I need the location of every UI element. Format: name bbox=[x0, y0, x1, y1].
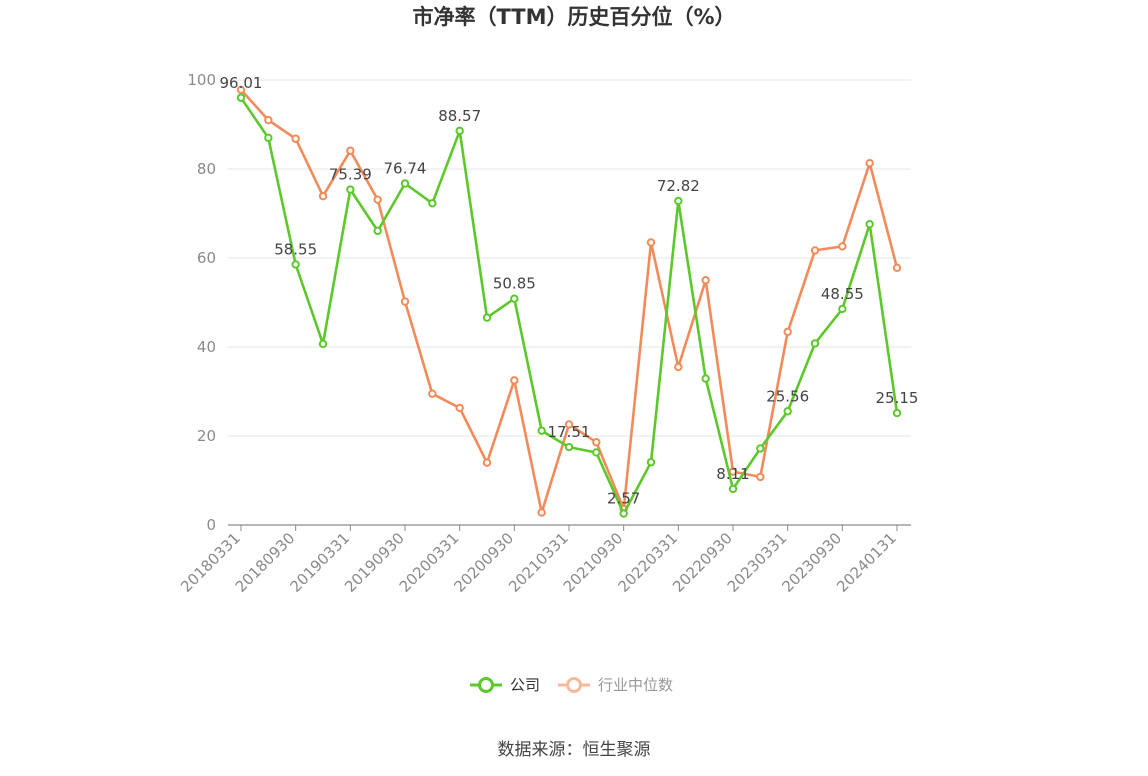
legend-industry-marker bbox=[566, 677, 582, 693]
industry-point bbox=[865, 159, 874, 168]
company-data-label: 76.74 bbox=[384, 160, 427, 178]
company-point bbox=[865, 219, 874, 229]
industry-point bbox=[264, 115, 273, 125]
company-data-label: 96.01 bbox=[220, 74, 263, 92]
company-point bbox=[537, 426, 546, 435]
company-data-label: 17.51 bbox=[548, 423, 591, 441]
industry-point bbox=[756, 472, 765, 482]
company-point bbox=[236, 93, 246, 102]
company-point bbox=[510, 294, 519, 303]
company-point bbox=[592, 448, 601, 457]
data-source: 数据来源：恒生聚源 bbox=[498, 740, 651, 760]
industry-point bbox=[236, 85, 246, 94]
industry-point bbox=[892, 263, 902, 272]
industry-point bbox=[346, 146, 355, 155]
industry-point bbox=[838, 242, 847, 251]
data-label-layer: 96.01 58.55 75.39 76.74 88.57 50.85 17.51 2.57 7… bbox=[220, 74, 919, 508]
company-point bbox=[756, 444, 765, 453]
company-point bbox=[701, 374, 710, 383]
company-point bbox=[482, 313, 492, 322]
legend-item-industry[interactable]: 行业中位数 bbox=[558, 676, 673, 694]
company-point bbox=[373, 226, 382, 236]
company-point bbox=[455, 126, 464, 136]
company-data-label: 8.11 bbox=[716, 465, 749, 483]
company-point bbox=[892, 408, 902, 418]
company-point bbox=[564, 442, 574, 452]
company-point bbox=[810, 339, 820, 348]
axis-layer: 0204060801002018033120180930201903312019… bbox=[177, 71, 911, 596]
industry-point bbox=[373, 195, 382, 204]
legend-company-label: 公司 bbox=[510, 676, 540, 694]
industry-point bbox=[646, 238, 656, 247]
legend-industry-label: 行业中位数 bbox=[598, 676, 673, 694]
legend: 公司 行业中位数 bbox=[470, 676, 673, 694]
industry-point bbox=[318, 191, 328, 201]
company-point bbox=[400, 179, 410, 188]
company-point bbox=[728, 484, 738, 494]
industry-point bbox=[537, 508, 546, 517]
company-data-label: 25.15 bbox=[876, 389, 919, 407]
company-data-label: 50.85 bbox=[493, 275, 536, 293]
company-data-label: 58.55 bbox=[274, 240, 317, 258]
industry-point bbox=[701, 276, 710, 285]
industry-point bbox=[428, 389, 437, 398]
industry-point bbox=[810, 246, 820, 255]
legend-item-company[interactable]: 公司 bbox=[470, 676, 540, 694]
y-tick-label: 20 bbox=[197, 427, 216, 445]
company-point bbox=[619, 509, 628, 518]
company-point bbox=[264, 133, 273, 143]
industry-point bbox=[674, 362, 683, 372]
industry-point bbox=[291, 134, 300, 143]
y-tick-label: 0 bbox=[206, 516, 216, 534]
company-data-label: 72.82 bbox=[657, 177, 700, 195]
company-data-label: 48.55 bbox=[821, 285, 864, 303]
company-point bbox=[428, 199, 437, 208]
company-point bbox=[674, 196, 683, 206]
industry-point bbox=[400, 297, 410, 306]
industry-point bbox=[482, 458, 492, 467]
industry-point bbox=[455, 403, 464, 413]
company-data-label: 2.57 bbox=[607, 490, 640, 508]
industry-point bbox=[592, 438, 601, 447]
y-tick-label: 40 bbox=[197, 338, 216, 356]
company-data-label: 88.57 bbox=[438, 107, 481, 125]
series-layer bbox=[236, 85, 902, 518]
company-point bbox=[783, 407, 792, 416]
company-data-label: 75.39 bbox=[329, 166, 372, 184]
grid-layer bbox=[228, 79, 911, 437]
x-tick-label: 20240131 bbox=[833, 529, 900, 596]
company-point bbox=[346, 185, 355, 194]
y-tick-label: 80 bbox=[197, 160, 216, 178]
y-tick-label: 60 bbox=[197, 249, 216, 267]
company-point bbox=[291, 260, 300, 269]
industry-point bbox=[564, 420, 574, 429]
industry-point bbox=[510, 376, 519, 385]
company-data-label: 25.56 bbox=[766, 387, 809, 405]
company-point bbox=[838, 304, 847, 314]
legend-company-marker bbox=[478, 677, 494, 693]
company-point bbox=[646, 458, 656, 467]
industry-point bbox=[783, 327, 792, 337]
chart-title: 市净率（TTM）历史百分位（%） bbox=[412, 5, 735, 29]
company-point bbox=[318, 339, 328, 349]
y-tick-label: 100 bbox=[187, 71, 216, 89]
